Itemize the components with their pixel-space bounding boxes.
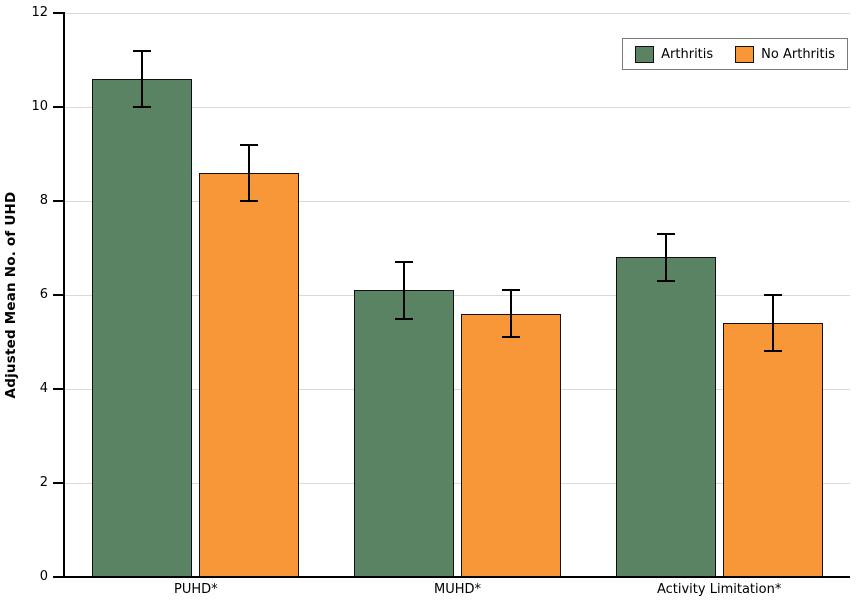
gridline (65, 482, 850, 484)
error-bar-cap (240, 143, 259, 146)
y-tick-mark (53, 200, 65, 202)
no-arthritis-color-swatch (735, 45, 755, 63)
y-tick-label: 4 (39, 381, 48, 396)
error-bar-line (248, 144, 251, 201)
x-axis-label: MUHD* (433, 582, 482, 597)
y-axis-title: Adjusted Mean No. of UHD (3, 191, 19, 399)
legend-item-arthritis: Arthritis (635, 45, 714, 63)
legend-label-arthritis: Arthritis (661, 46, 714, 62)
error-bar-cap (395, 261, 413, 264)
bar-arthritis-1 (92, 78, 193, 577)
error-bar-line (403, 262, 405, 319)
y-tick-label: 12 (31, 5, 48, 20)
error-bar-line (141, 50, 144, 107)
gridline (65, 200, 850, 202)
error-bar-cap (240, 200, 259, 202)
x-axis-label: Activity Limitation* (656, 582, 782, 597)
legend-label-no-arthritis: No Arthritis (761, 46, 835, 62)
error-bar-cap (763, 350, 782, 353)
error-bar-cap (502, 336, 520, 339)
error-bar-cap (133, 106, 152, 108)
y-tick-label: 6 (39, 287, 48, 302)
error-bar-line (510, 290, 512, 338)
y-tick-mark (53, 12, 65, 14)
legend-item-no-arthritis: No Arthritis (735, 45, 835, 63)
error-bar-line (771, 295, 774, 352)
bar-no-arthritis-3 (722, 323, 823, 577)
x-axis-line (63, 576, 850, 578)
y-tick-mark (53, 388, 65, 390)
y-tick-mark (53, 576, 65, 578)
y-tick-mark (53, 482, 65, 484)
bar-no-arthritis-2 (461, 313, 561, 577)
error-bar-cap (656, 232, 675, 235)
gridline (65, 294, 850, 296)
y-tick-label: 8 (39, 193, 48, 208)
y-axis-line (63, 12, 65, 578)
error-bar-cap (502, 289, 520, 292)
error-bar-cap (133, 49, 152, 52)
y-tick-mark (53, 294, 65, 296)
error-bar-cap (656, 279, 675, 282)
bar-arthritis-3 (615, 257, 716, 577)
gridline (65, 106, 850, 108)
y-tick-label: 0 (39, 569, 48, 584)
y-tick-mark (53, 106, 65, 108)
y-tick-label: 2 (39, 475, 48, 490)
bar-no-arthritis-1 (199, 172, 300, 577)
gridline (65, 388, 850, 390)
x-axis-label: PUHD* (174, 582, 218, 597)
arthritis-color-swatch (635, 45, 655, 63)
legend: Arthritis No Arthritis (622, 38, 848, 70)
error-bar-cap (763, 294, 782, 296)
error-bar-line (664, 233, 667, 281)
error-bar-cap (395, 317, 413, 320)
gridline (65, 12, 850, 14)
bar-arthritis-2 (354, 290, 454, 577)
y-tick-label: 10 (31, 99, 48, 114)
